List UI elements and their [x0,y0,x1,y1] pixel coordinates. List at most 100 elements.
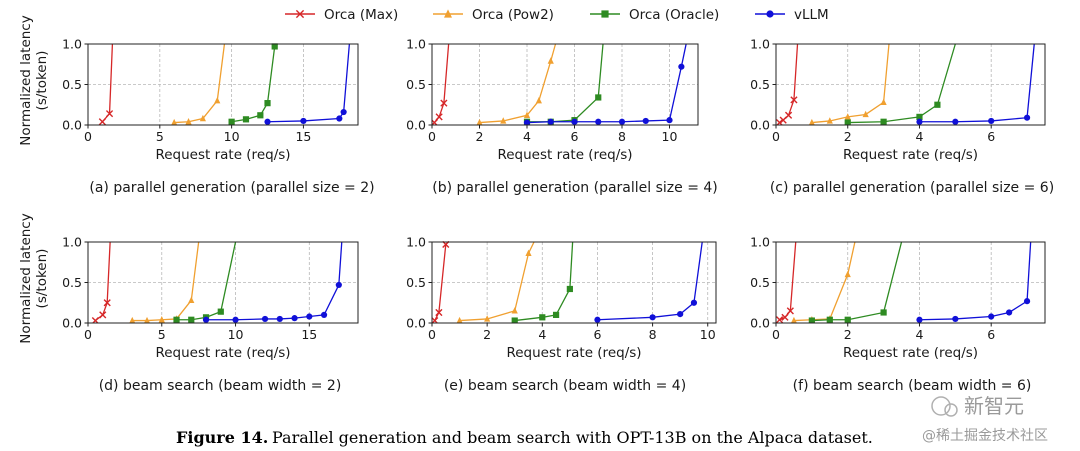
legend-item-orca-pow2: Orca (Pow2) [433,7,554,23]
y-axis-label: Normalized latency [18,213,34,343]
marker-stroke [440,99,448,107]
series-line [779,43,799,124]
series-orca-pow2 [171,43,226,125]
y-tick-label: 1.0 [750,235,770,250]
watermark-site: @稀土掘金技术社区 [922,428,1048,444]
series-orca-max [98,43,114,125]
axes: 0 5 10 15 0.0 0.5 1.0 [62,37,311,145]
series-line [597,241,703,321]
marker-circle [988,117,995,125]
marker-square [880,118,887,125]
marker-circle [1006,309,1013,316]
series-orca-max [776,241,797,323]
y-axis-label: (s/token) [34,51,50,111]
x-tick-label: 2 [844,327,852,342]
y-axis-label: (s/token) [34,249,50,309]
marker-x [295,9,305,19]
subplot-e: 0 2 4 6 8 10 0.0 0.5 1.0 Request rate (req/s) (e) … [406,235,717,394]
x-tick-label: 0 [772,129,780,144]
x-tick-label: 6 [571,129,579,144]
marker-x [786,307,794,315]
series-orca-pow2 [476,43,557,125]
axes: 0 2 4 6 0.0 0.5 1.0 [750,37,995,145]
marker-triangle [171,118,178,125]
marker-stroke [98,118,106,125]
marker-circle [766,10,774,18]
grid [88,44,358,125]
marker-triangle [185,118,192,125]
marker-square [228,118,235,125]
series-vllm [916,43,1035,125]
figure-caption-text: Parallel generation and beam search with… [272,428,873,447]
marker-square [257,112,264,119]
series-line [94,241,111,322]
series-orca-pow2 [456,241,535,323]
marker-stroke [99,311,107,319]
series-line [514,241,574,322]
marker-x [784,111,793,119]
marker-circle [916,118,923,125]
marker-circle [291,315,298,322]
x-tick-label: 10 [662,129,678,144]
marker-square [539,314,546,321]
marker-square [880,309,887,316]
axes: 0 5 10 15 0.0 0.5 1.0 [62,235,317,343]
marker-square [601,10,609,18]
legend: Orca (Max) Orca (Pow2) Orca (Oracle) vLL… [285,7,829,23]
marker-stroke [781,313,789,321]
y-tick-label: 1.0 [62,235,82,250]
marker-circle [523,119,531,125]
y-tick-label: 1.0 [62,37,82,52]
subplot-f: 0 2 4 6 0.0 0.5 1.0 Request rate (req/s) (f) bea… [750,235,1046,394]
x-tick-label: 4 [538,327,546,342]
x-axis-label: Request rate (req/s) [506,345,641,361]
marker-stroke [790,96,798,104]
figure-caption: Figure 14. Parallel generation and beam … [176,428,873,447]
marker-square [552,311,560,318]
plot-area [776,43,1035,125]
marker-circle [595,118,602,125]
series-line [811,43,890,124]
x-tick-label: 6 [987,129,995,144]
subplot-caption: (c) parallel generation (parallel size =… [770,180,1054,196]
axes: 0 2 4 6 8 10 0.0 0.5 1.0 [406,235,716,343]
plot-area [91,241,343,323]
marker-triangle [444,9,452,18]
series-line [174,43,226,124]
y-tick-label: 0.5 [750,77,770,92]
marker-circle [232,316,239,323]
marker-x [790,96,798,104]
y-tick-label: 0.0 [750,118,770,133]
marker-square [844,119,851,125]
x-axis-label: Request rate (req/s) [155,345,290,361]
marker-circle [335,281,342,289]
marker-stroke [435,113,443,121]
legend-label: Orca (Max) [324,7,398,23]
x-tick-label: 2 [483,327,491,342]
series-line [267,43,351,123]
marker-circle [571,118,578,125]
grid [776,242,1045,323]
wechat-icon-bubble [944,403,958,417]
marker-circle [642,117,649,125]
legend-label: Orca (Pow2) [472,7,554,23]
marker-circle [306,313,313,320]
legend-marker-circle [766,10,774,18]
grid [776,44,1045,125]
marker-stroke [784,111,793,119]
marker-triangle [199,114,206,122]
marker-circle [261,315,269,323]
marker-square [188,316,195,323]
marker-triangle [862,110,869,118]
marker-stroke [105,110,114,118]
figure-caption-label: Figure 14. [176,428,268,447]
marker-stroke [295,9,305,19]
y-tick-label: 0.5 [62,77,82,92]
x-tick-label: 0 [772,327,780,342]
marker-triangle [214,97,221,104]
y-axis-label: Normalized latency [18,15,34,145]
x-tick-label: 10 [224,129,240,144]
marker-square [511,317,518,323]
marker-triangle [525,249,532,257]
series-line [811,241,903,322]
